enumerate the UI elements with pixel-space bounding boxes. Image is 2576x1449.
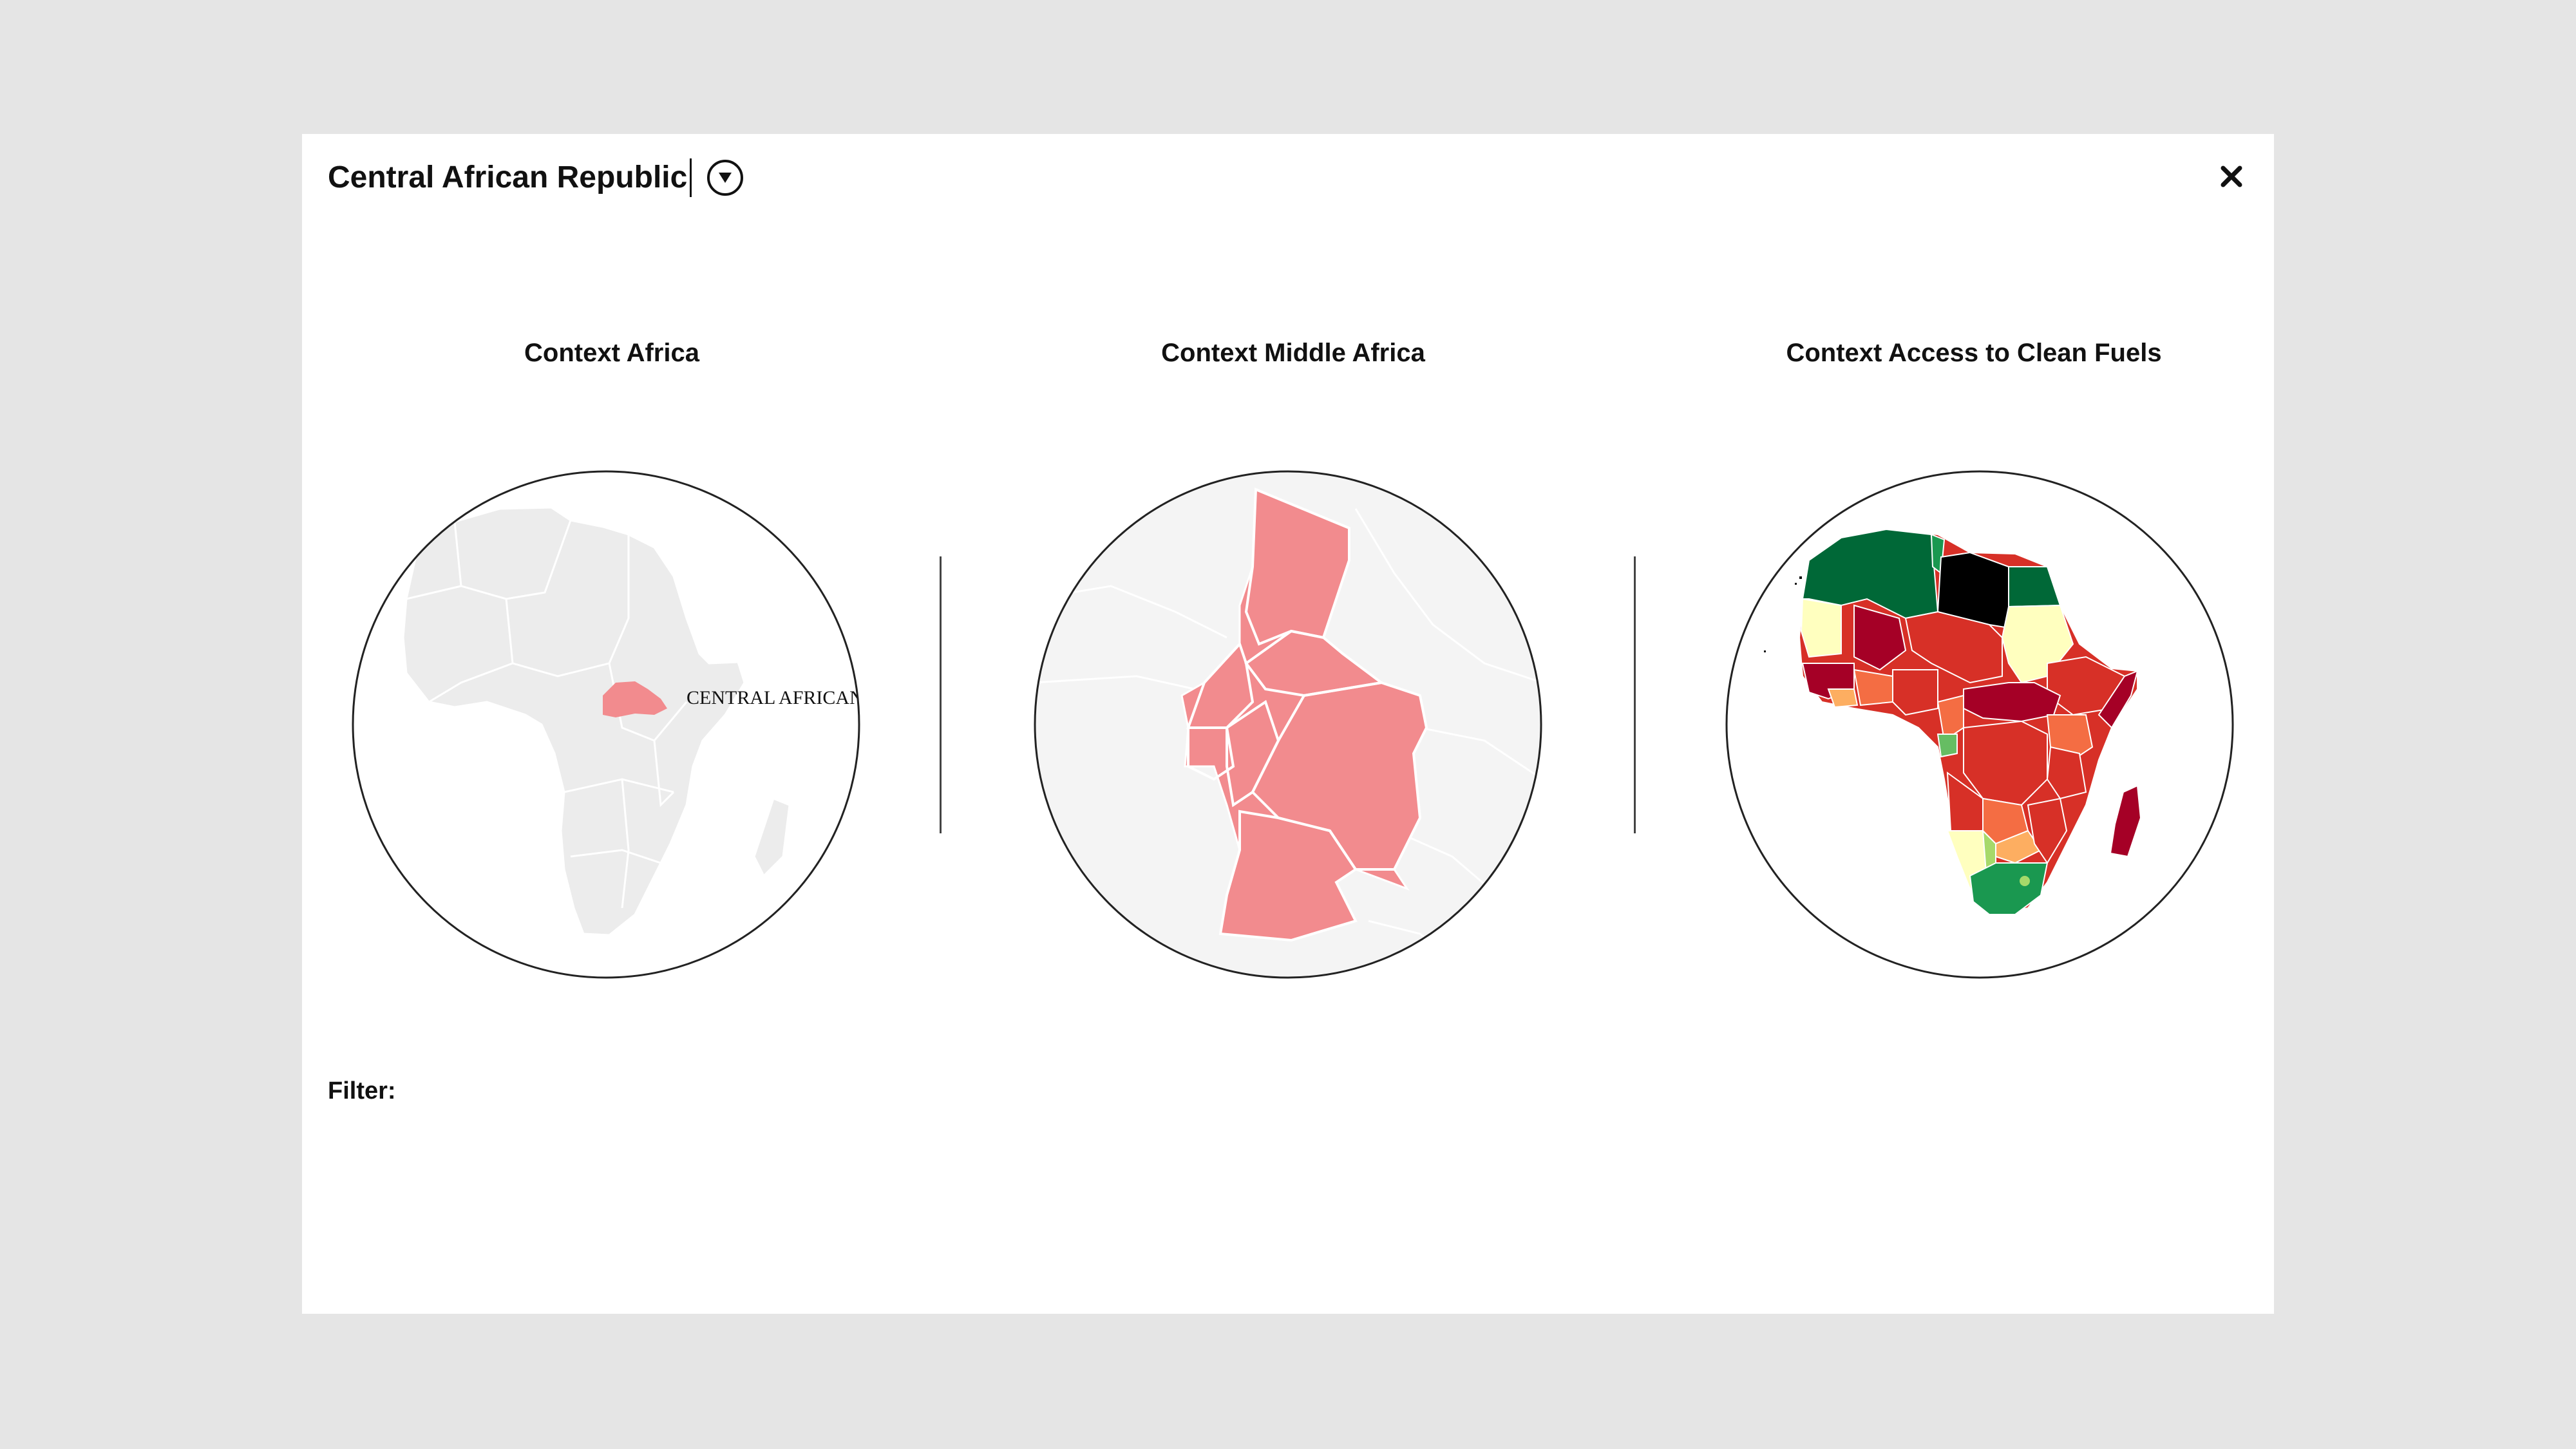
africa-choropleth: [1764, 528, 2142, 916]
country-dropdown-button[interactable]: [707, 160, 744, 196]
panel-divider: [940, 556, 942, 833]
modal-header: Central African Republic: [328, 158, 744, 197]
region-egypt[interactable]: [2008, 566, 2061, 608]
africa-context-map[interactable]: CENTRAL AFRICAN: [352, 470, 860, 979]
clean-fuels-context-map[interactable]: [1725, 470, 2234, 979]
close-button[interactable]: [2215, 160, 2248, 193]
panel-title-context-clean-fuels: Context Access to Clean Fuels: [1786, 339, 2162, 367]
middle-africa-highlight: [1180, 488, 1428, 942]
region-madagascar[interactable]: [2109, 784, 2142, 858]
panel-title-context-middle-africa: Context Middle Africa: [1161, 339, 1425, 367]
chevron-down-circle-icon: [719, 173, 732, 183]
panel-title-context-africa: Context Africa: [524, 339, 699, 367]
region-south-africa[interactable]: [1969, 862, 2049, 915]
country-gabon[interactable]: [1187, 726, 1235, 781]
country-angola[interactable]: [1218, 810, 1358, 942]
country-title[interactable]: Central African Republic: [328, 158, 692, 197]
panel-divider: [1634, 556, 1636, 833]
middle-africa-context-map[interactable]: [1034, 470, 1542, 979]
central-african-republic-highlight[interactable]: [603, 681, 667, 717]
map-label-central-african: CENTRAL AFRICAN: [687, 687, 860, 708]
africa-landmass: [402, 506, 791, 936]
country-modal: Central African Republic Context Africa …: [302, 134, 2274, 1314]
filter-label: Filter:: [328, 1077, 396, 1104]
close-icon: [2221, 166, 2242, 187]
region-central-african-republic[interactable]: [1963, 682, 2061, 723]
